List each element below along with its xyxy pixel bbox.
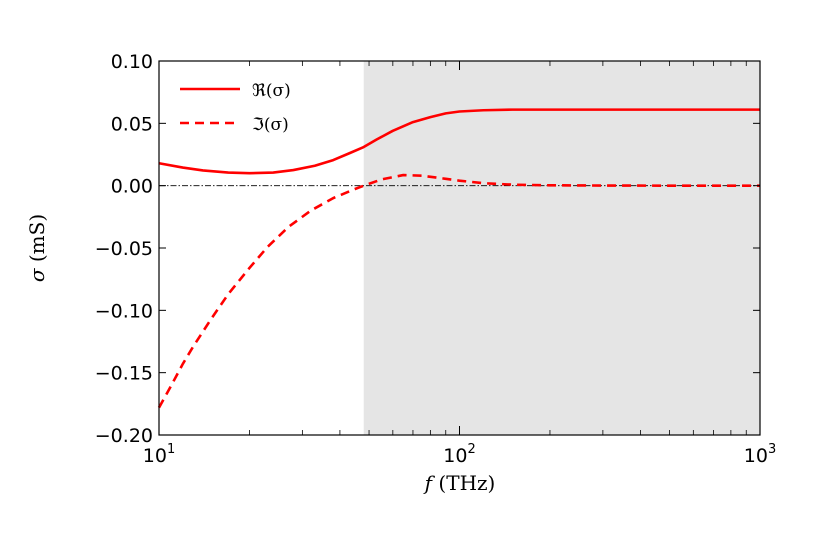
- legend: ℜ(σ) ℑ(σ): [180, 81, 291, 135]
- y-axis-unit: (mS): [25, 214, 49, 269]
- series-line-real: [158, 108, 760, 175]
- y-tick-label: −0.20: [95, 425, 153, 447]
- shaded-region: [363, 61, 760, 435]
- y-tick-label: −0.10: [95, 300, 153, 322]
- y-tick-label: −0.15: [95, 363, 153, 385]
- shaded-region-layer: [363, 61, 760, 435]
- y-axis-label: σ (mS): [25, 214, 49, 282]
- x-axis-unit: (THz): [432, 471, 495, 495]
- y-tick-label: 0.05: [111, 113, 153, 135]
- x-tick-label: 102: [443, 442, 475, 467]
- y-tick-label: 0.10: [111, 51, 153, 73]
- x-tick-label: 103: [744, 442, 776, 467]
- legend-label-real: ℜ(σ): [252, 81, 291, 101]
- series-layer: [157, 108, 760, 409]
- y-axis-variable: σ: [25, 267, 49, 282]
- x-axis-label: f (THz): [423, 471, 496, 495]
- y-tick-label: 0.00: [111, 176, 153, 198]
- series-line-imag: [157, 173, 760, 409]
- y-tick-label: −0.05: [95, 238, 153, 260]
- legend-label-imag: ℑ(σ): [252, 115, 289, 135]
- x-tick-label: 101: [143, 442, 175, 467]
